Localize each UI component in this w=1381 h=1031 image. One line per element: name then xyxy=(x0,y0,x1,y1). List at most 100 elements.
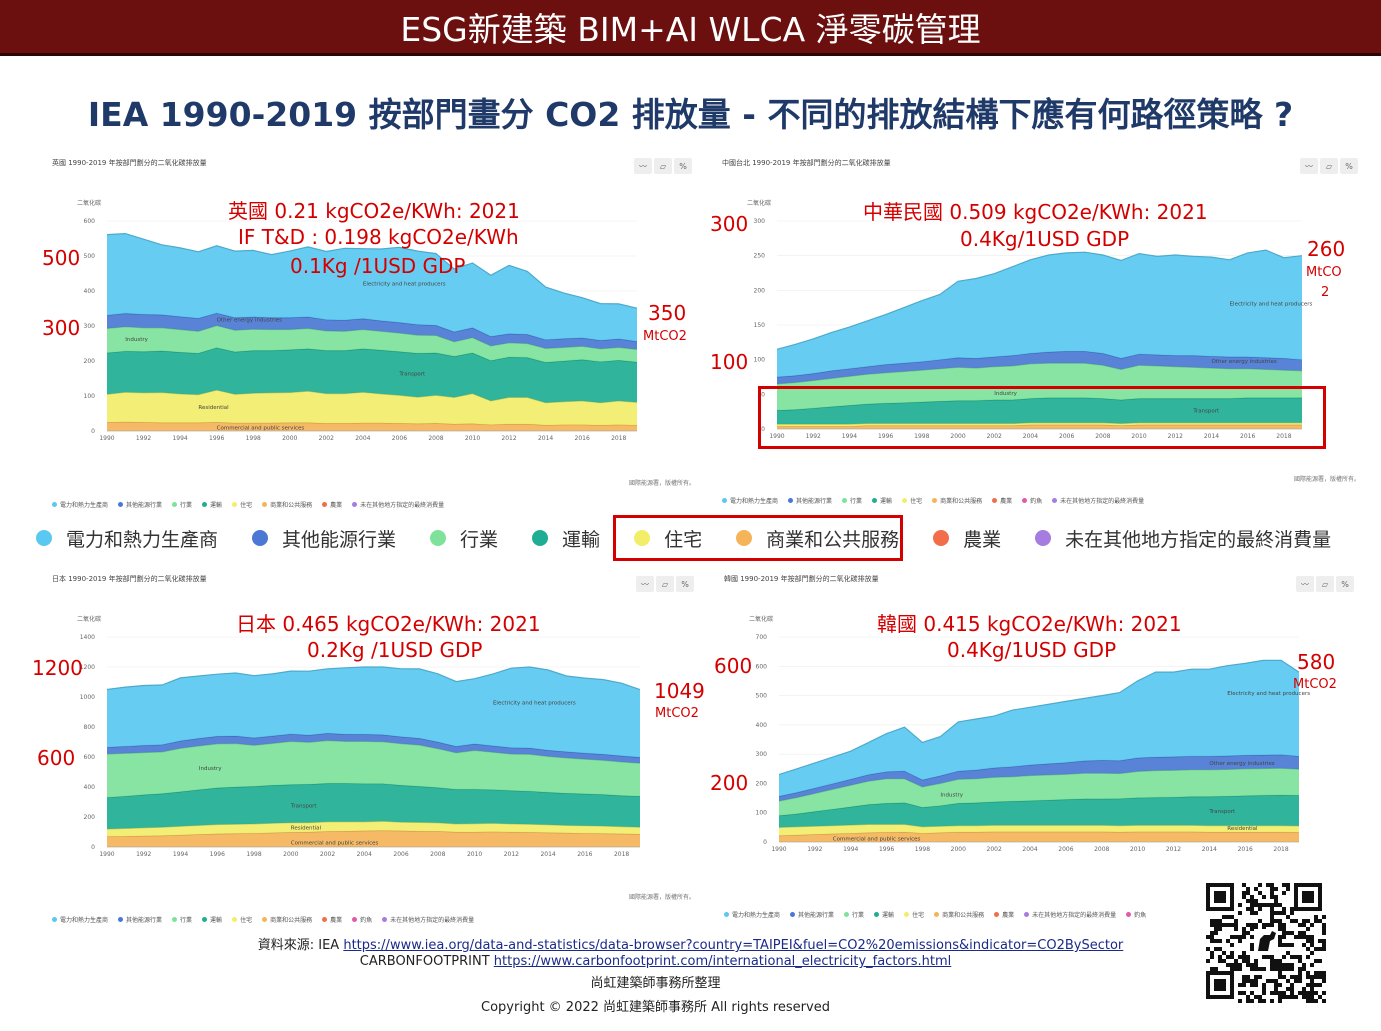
x-tick-label: 2018 xyxy=(614,851,629,858)
mini-legend-item[interactable]: 其他能源行業 xyxy=(790,910,834,919)
annotation-tw-line2: 0.4Kg/1USD GDP xyxy=(960,227,1130,251)
area-chart-icon[interactable]: ▱ xyxy=(656,576,674,592)
mini-legend-item[interactable]: 未在其他地方指定的最終消費量 xyxy=(1052,496,1144,505)
qr-code-icon[interactable] xyxy=(1206,883,1326,1003)
annotation-uk-line1: 英國 0.21 kgCO2e/KWh: 2021 xyxy=(228,199,520,223)
mini-legend-item[interactable]: 其他能源行業 xyxy=(118,500,162,509)
mini-legend-item[interactable]: 農業 xyxy=(322,500,342,509)
mini-legend-item[interactable]: 行業 xyxy=(172,915,192,924)
mini-legend-item[interactable]: 運輸 xyxy=(872,496,892,505)
mini-legend-item[interactable]: 運輸 xyxy=(202,915,222,924)
mini-legend-item[interactable]: 未在其他地方指定的最終消費量 xyxy=(1024,910,1116,919)
mini-legend-item[interactable]: 住宅 xyxy=(904,910,924,919)
series-line-3 xyxy=(776,362,1303,385)
mini-legend-item[interactable]: 電力和熱力生產商 xyxy=(52,500,108,509)
legend-label: 運輸 xyxy=(562,528,601,551)
mini-legend-label: 運輸 xyxy=(210,502,223,509)
mini-legend-item[interactable]: 其他能源行業 xyxy=(788,496,832,505)
legend-dot-icon xyxy=(844,912,850,917)
legend-item[interactable]: 未在其他地方指定的最終消費量 xyxy=(1035,525,1331,552)
area-series-4 xyxy=(777,351,1302,384)
legend-dot-icon xyxy=(736,530,753,546)
mini-legend-item[interactable]: 運輸 xyxy=(874,910,894,919)
area-chart-icon[interactable]: ▱ xyxy=(654,158,672,174)
y-axis-label: 二氧化碳 xyxy=(747,199,771,207)
percent-icon[interactable]: % xyxy=(1336,576,1354,592)
mini-legend-item[interactable]: 商業和公共服務 xyxy=(262,500,312,509)
chart-footnote: 國際能源署，版權所有。 xyxy=(629,894,696,901)
percent-icon[interactable]: % xyxy=(674,158,692,174)
area-chart-icon[interactable]: ▱ xyxy=(1320,158,1338,174)
mini-legend-item[interactable]: 電力和熱力生產商 xyxy=(52,915,108,924)
mini-legend-item[interactable]: 行業 xyxy=(844,910,864,919)
y-tick-label: 250 xyxy=(754,253,766,260)
legend-item[interactable]: 行業 xyxy=(430,525,498,552)
mini-legend-item[interactable]: 未在其他地方指定的最終消費量 xyxy=(352,500,444,509)
mini-legend-item[interactable]: 住宅 xyxy=(232,915,252,924)
mini-legend-item[interactable]: 電力和熱力生產商 xyxy=(724,910,780,919)
legend-dot-icon xyxy=(1035,530,1052,546)
mini-legend-item[interactable]: 其他能源行業 xyxy=(118,915,162,924)
legend-dot-icon xyxy=(634,530,651,546)
legend-item[interactable]: 電力和熱力生產商 xyxy=(36,525,218,552)
percent-icon[interactable]: % xyxy=(676,576,694,592)
mini-legend-item[interactable]: 農業 xyxy=(992,496,1012,505)
legend-label: 住宅 xyxy=(664,528,703,551)
x-tick-label: 2016 xyxy=(1238,846,1253,853)
arranged-by: 尚虹建築師事務所整理 xyxy=(590,976,721,991)
chart-toolbar: 〰 ▱ % xyxy=(1300,158,1358,174)
carbonfootprint-link[interactable]: https://www.carbonfootprint.com/internat… xyxy=(493,954,952,969)
x-tick-label: 1996 xyxy=(878,433,893,440)
series-label: Electricity and heat producers xyxy=(493,701,576,707)
line-chart-icon[interactable]: 〰 xyxy=(634,158,652,174)
mini-legend-item[interactable]: 住宅 xyxy=(232,500,252,509)
mini-legend-item[interactable]: 運輸 xyxy=(202,500,222,509)
source-label: 資料來源: IEA xyxy=(257,938,344,953)
legend-item[interactable]: 商業和公共服務 xyxy=(736,525,899,552)
legend-dot-icon xyxy=(933,530,950,546)
legend-dot-icon xyxy=(52,917,57,922)
mini-legend-item[interactable]: 商業和公共服務 xyxy=(932,496,982,505)
mini-legend-item[interactable]: 釣魚 xyxy=(1022,496,1042,505)
mini-legend-item[interactable]: 商業和公共服務 xyxy=(262,915,312,924)
legend-item[interactable]: 住宅 xyxy=(634,525,702,552)
line-chart-icon[interactable]: 〰 xyxy=(1300,158,1318,174)
annotation-tw-line1: 中華民國 0.509 kgCO2e/KWh: 2021 xyxy=(863,200,1208,224)
percent-icon[interactable]: % xyxy=(1340,158,1358,174)
annotation-jp-y1200: 1200 xyxy=(32,656,83,680)
iea-link[interactable]: https://www.iea.org/data-and-statistics/… xyxy=(343,938,1124,953)
x-tick-label: 2000 xyxy=(950,433,965,440)
x-tick-label: 2008 xyxy=(428,435,443,442)
legend-item[interactable]: 運輸 xyxy=(532,525,600,552)
x-tick-label: 2002 xyxy=(987,433,1002,440)
mini-legend-item[interactable]: 商業和公共服務 xyxy=(934,910,984,919)
mini-legend-item[interactable]: 未在其他地方指定的最終消費量 xyxy=(382,915,474,924)
x-tick-label: 1998 xyxy=(246,435,261,442)
annotation-tw-end: 260 xyxy=(1307,237,1346,261)
mini-legend-item[interactable]: 住宅 xyxy=(902,496,922,505)
area-series-4 xyxy=(779,754,1299,801)
mini-legend-label: 其他能源行業 xyxy=(796,498,833,505)
line-chart-icon[interactable]: 〰 xyxy=(636,576,654,592)
mini-legend-item[interactable]: 農業 xyxy=(994,910,1014,919)
legend-dot-icon xyxy=(36,530,52,546)
mini-legend-item[interactable]: 行業 xyxy=(842,496,862,505)
annotation-uk-y300: 300 xyxy=(42,316,81,340)
line-chart-icon[interactable]: 〰 xyxy=(1296,576,1314,592)
legend-dot-icon xyxy=(788,498,794,503)
annotation-kr-line1: 韓國 0.415 kgCO2e/KWh: 2021 xyxy=(877,612,1182,636)
area-chart-icon[interactable]: ▱ xyxy=(1316,576,1334,592)
x-tick-label: 1994 xyxy=(172,435,187,442)
legend-item[interactable]: 農業 xyxy=(933,525,1001,552)
mini-legend-label: 商業和公共服務 xyxy=(940,498,983,505)
y-tick-label: 0 xyxy=(763,839,767,846)
mini-legend-item[interactable]: 行業 xyxy=(172,500,192,509)
mini-legend-item[interactable]: 釣魚 xyxy=(352,915,372,924)
mini-legend-item[interactable]: 農業 xyxy=(322,915,342,924)
x-tick-label: 2016 xyxy=(1240,433,1255,440)
legend-item[interactable]: 其他能源行業 xyxy=(252,525,396,552)
mini-legend-item[interactable]: 釣魚 xyxy=(1126,910,1146,919)
x-tick-label: 2016 xyxy=(577,851,592,858)
mini-legend-item[interactable]: 電力和熱力生產商 xyxy=(722,496,778,505)
legend-dot-icon xyxy=(842,498,848,503)
